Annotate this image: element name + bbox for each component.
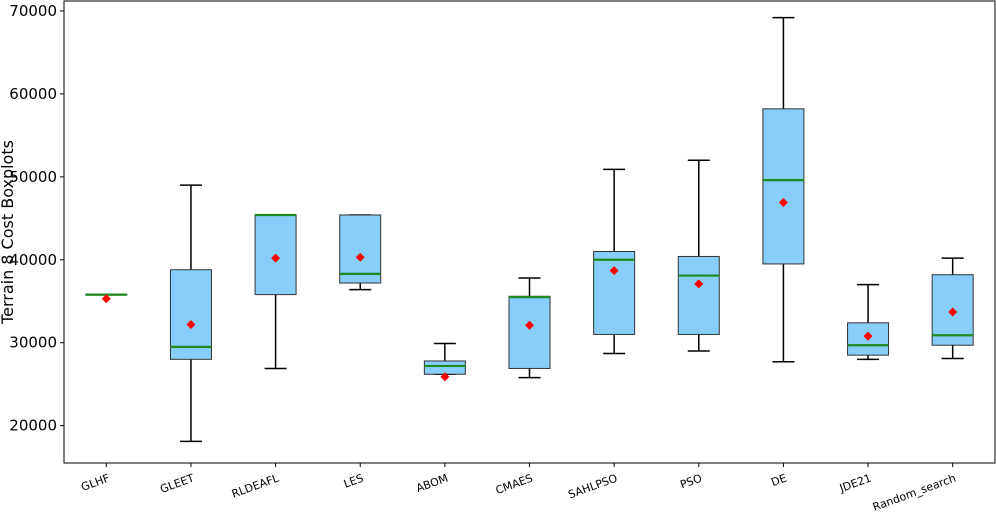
x-tick-label-abom: ABOM [414,472,449,496]
axes: 20000 30000 40000 50000 60000 70000 GLHF GLEET R… [9,0,996,514]
iqr-box [593,250,636,335]
x-tick-label-glhf: GLHF [79,472,111,494]
box-sahlpso [593,168,636,355]
iqr-box [339,214,382,284]
y-tick-label: 30000 [9,334,57,352]
x-tick-label-jde21: JDE21 [837,472,873,496]
x-tick-label-cmaes: CMAES [494,472,535,497]
mean-marker [778,198,788,208]
x-tick-label-rldeafl: RLDEAFL [230,471,281,500]
box-random-search [931,257,974,360]
mean-marker [863,331,873,341]
x-tick-label-random-search: Random_search [871,472,958,514]
mean-marker [609,266,619,276]
box-pso [677,159,720,352]
y-axis-label: Terrain 8 Cost Boxplots [0,140,17,325]
y-tick-label: 50000 [9,168,57,186]
mean-marker [101,294,111,304]
mean-marker [525,320,534,330]
mean-marker [355,252,365,262]
plot-area [85,16,974,443]
x-tick-label-de: DE [769,472,788,490]
iqr-box [762,108,805,265]
box-les [339,214,382,291]
x-tick-label-pso: PSO [678,471,704,491]
mean-marker [440,372,450,382]
mean-marker [948,307,958,317]
x-tick-label-sahlpso: SAHLPSO [566,471,619,501]
iqr-box [677,255,720,335]
x-tick-label-gleet: GLEET [158,472,196,496]
x-tick-label-les: LES [342,472,365,491]
box-rldeafl [254,213,297,370]
box-de [762,16,805,363]
box-gleet [169,184,212,443]
mean-marker [186,319,196,329]
box-cmaes [508,277,551,379]
box-glhf [85,293,128,304]
plot-frame [63,0,996,464]
iqr-box [508,295,551,369]
y-tick-label: 20000 [9,417,57,435]
y-tick-label: 70000 [9,2,57,20]
iqr-box [169,269,212,360]
box-jde21 [847,283,890,361]
mean-marker [694,279,704,289]
y-tick-label: 40000 [9,251,57,269]
box-abom [423,342,466,382]
y-tick-label: 60000 [9,85,57,103]
mean-marker [271,253,281,263]
